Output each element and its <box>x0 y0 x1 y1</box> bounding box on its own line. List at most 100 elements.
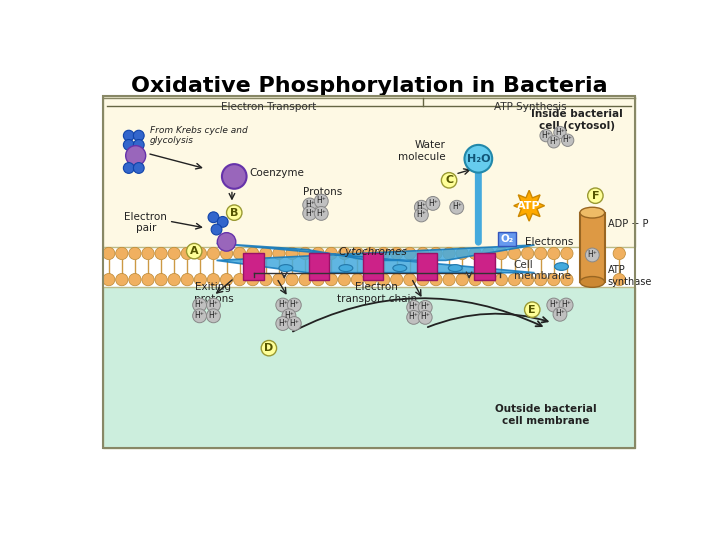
Circle shape <box>562 134 574 146</box>
Circle shape <box>193 298 207 312</box>
Bar <box>243 253 264 280</box>
Circle shape <box>441 173 456 188</box>
Text: O₂: O₂ <box>500 234 513 244</box>
Text: H⁺: H⁺ <box>416 202 426 211</box>
Text: H⁺: H⁺ <box>428 199 438 207</box>
Circle shape <box>260 273 272 286</box>
Circle shape <box>548 247 560 260</box>
Circle shape <box>142 247 154 260</box>
Ellipse shape <box>449 265 462 272</box>
Circle shape <box>207 298 220 312</box>
Circle shape <box>102 247 115 260</box>
Ellipse shape <box>393 265 407 272</box>
Text: H⁺: H⁺ <box>409 302 418 312</box>
Polygon shape <box>514 190 544 221</box>
Polygon shape <box>104 96 634 247</box>
Circle shape <box>133 163 144 173</box>
Circle shape <box>303 198 317 212</box>
Circle shape <box>364 273 377 286</box>
Text: H⁺: H⁺ <box>209 300 218 309</box>
Text: H⁺: H⁺ <box>316 196 326 205</box>
Circle shape <box>193 309 207 323</box>
Circle shape <box>217 217 228 227</box>
Circle shape <box>338 247 351 260</box>
Polygon shape <box>104 287 634 448</box>
Text: ATP
synthase: ATP synthase <box>608 265 652 287</box>
Text: Electron
transport chain: Electron transport chain <box>337 282 417 303</box>
Text: H⁺: H⁺ <box>452 202 462 211</box>
Text: H⁺: H⁺ <box>409 313 418 321</box>
Ellipse shape <box>279 265 293 272</box>
Text: H⁺: H⁺ <box>194 311 204 320</box>
Circle shape <box>495 247 508 260</box>
Circle shape <box>390 273 403 286</box>
Text: H⁺: H⁺ <box>289 319 300 328</box>
Circle shape <box>126 146 145 166</box>
Text: Water
molecule: Water molecule <box>398 140 446 162</box>
Text: From Krebs cycle and
glycolysis: From Krebs cycle and glycolysis <box>150 126 247 145</box>
Text: H⁺: H⁺ <box>416 210 426 219</box>
Circle shape <box>142 273 154 286</box>
Bar <box>363 253 383 280</box>
Circle shape <box>315 206 328 220</box>
Circle shape <box>553 307 567 321</box>
Circle shape <box>168 273 180 286</box>
Circle shape <box>233 273 246 286</box>
Circle shape <box>207 309 220 323</box>
Text: H⁺: H⁺ <box>305 200 315 209</box>
Text: H⁺: H⁺ <box>278 319 288 328</box>
Circle shape <box>418 310 432 325</box>
Text: H⁺: H⁺ <box>555 127 565 137</box>
Circle shape <box>561 273 573 286</box>
Circle shape <box>116 273 128 286</box>
Circle shape <box>207 247 220 260</box>
Circle shape <box>482 273 495 286</box>
Circle shape <box>312 247 324 260</box>
Ellipse shape <box>554 262 568 271</box>
Circle shape <box>299 247 311 260</box>
Circle shape <box>469 247 482 260</box>
Text: H⁺: H⁺ <box>588 250 597 259</box>
Circle shape <box>168 247 180 260</box>
Text: H⁺: H⁺ <box>209 311 218 320</box>
Circle shape <box>211 224 222 235</box>
Text: Electron Transport: Electron Transport <box>221 102 317 112</box>
Text: Cell
membrane: Cell membrane <box>514 260 571 281</box>
Circle shape <box>364 247 377 260</box>
Circle shape <box>282 309 296 323</box>
Circle shape <box>430 247 442 260</box>
Circle shape <box>508 273 521 286</box>
Text: H⁺: H⁺ <box>563 136 572 144</box>
Circle shape <box>417 273 429 286</box>
Text: H⁺: H⁺ <box>561 300 571 309</box>
Circle shape <box>312 273 324 286</box>
Circle shape <box>287 298 301 312</box>
Circle shape <box>415 200 428 214</box>
Circle shape <box>338 273 351 286</box>
Circle shape <box>469 273 482 286</box>
Circle shape <box>220 273 233 286</box>
Circle shape <box>426 197 440 211</box>
Bar <box>580 213 605 282</box>
Circle shape <box>404 273 416 286</box>
Circle shape <box>233 247 246 260</box>
Circle shape <box>418 300 432 314</box>
Circle shape <box>222 164 246 189</box>
Bar <box>417 253 437 280</box>
Circle shape <box>613 247 626 260</box>
Circle shape <box>123 130 134 141</box>
Circle shape <box>464 145 492 173</box>
Circle shape <box>404 247 416 260</box>
Text: H⁺: H⁺ <box>420 313 430 321</box>
Circle shape <box>315 194 328 208</box>
Text: D: D <box>264 343 274 353</box>
Circle shape <box>554 126 566 139</box>
Text: H⁺: H⁺ <box>278 300 288 309</box>
Circle shape <box>390 247 403 260</box>
Text: H₂O: H₂O <box>467 154 490 164</box>
Circle shape <box>377 247 390 260</box>
Text: H⁺: H⁺ <box>549 300 559 309</box>
Text: ADP + P: ADP + P <box>608 219 648 229</box>
Circle shape <box>287 316 301 330</box>
Circle shape <box>548 136 560 148</box>
